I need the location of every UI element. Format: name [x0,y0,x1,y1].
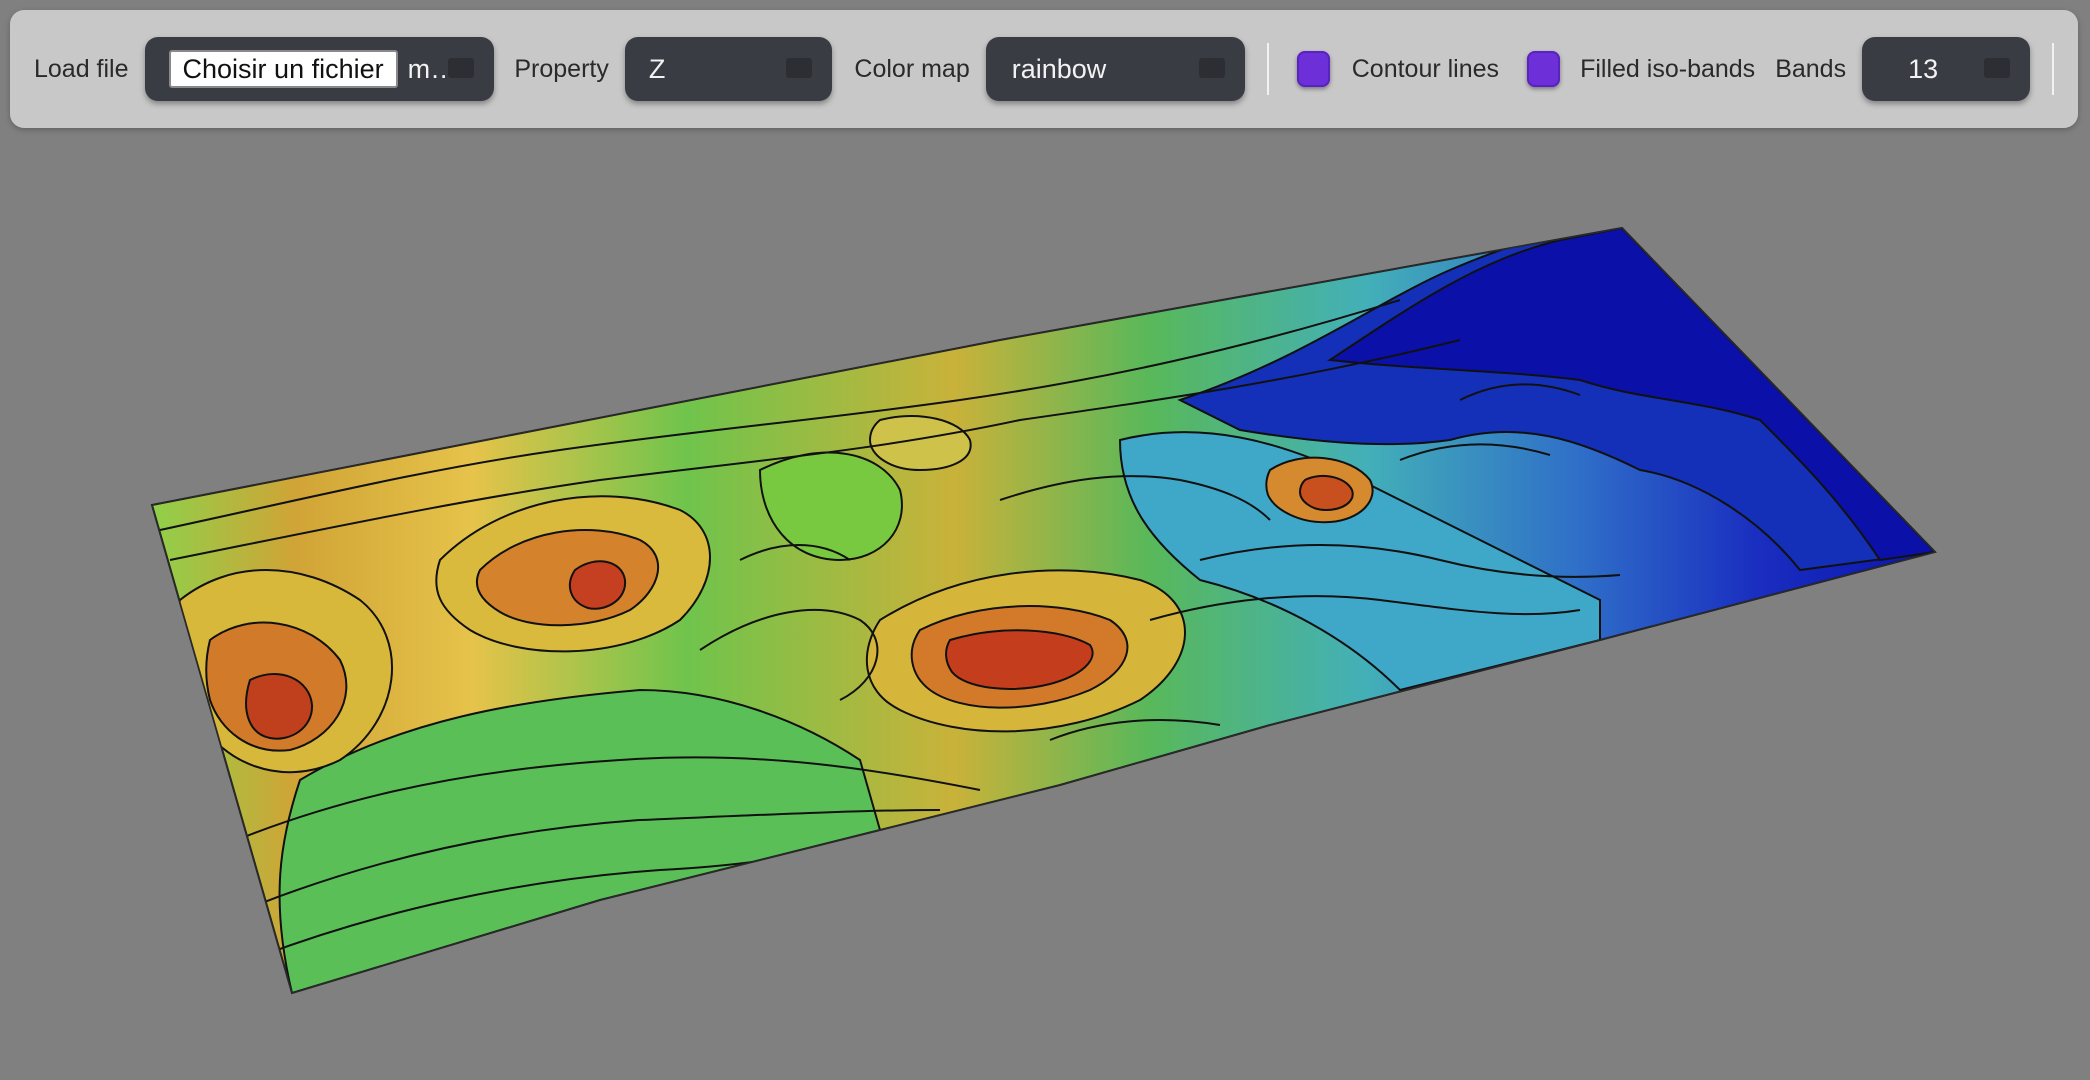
property-label: Property [514,54,609,83]
toolbar-separator [1266,43,1269,95]
band-cyan [1118,431,1601,692]
peak-center-red [945,629,1094,690]
band-lime [758,451,903,562]
file-input-handle-icon [448,58,475,78]
filled-isobands-checkbox[interactable] [1527,51,1561,87]
colormap-label: Color map [854,54,970,83]
property-value: Z [648,53,666,84]
contour-lines-checkbox[interactable] [1296,51,1330,87]
contour-lines [159,299,1621,961]
band-darkest-blue [1327,228,1935,562]
bands-label: Bands [1775,54,1847,83]
filled-isobands-label: Filled iso-bands [1580,54,1756,83]
bands-value: 13 [1908,53,1939,84]
band-deep-blue [1177,228,1935,572]
surface-outline [151,227,1937,994]
peak-right-red [1298,474,1354,512]
property-select[interactable]: Z [624,37,833,101]
colormap-select[interactable]: rainbow [985,37,1245,101]
contour-lines-label: Contour lines [1351,54,1500,83]
property-select-handle-icon [786,58,813,78]
band-green [278,688,882,993]
colormap-select-handle-icon [1198,58,1225,78]
bands-input-handle-icon [1984,58,2011,78]
toolbar: Load file Choisir un fichier m… Property… [10,10,2078,128]
peak-left-red [245,673,314,740]
toolbar-separator-end [2052,43,2054,95]
file-input[interactable]: Choisir un fichier m… [144,37,495,101]
hill-top-yellow [868,415,972,472]
colormap-value: rainbow [1011,53,1107,84]
choose-file-button[interactable]: Choisir un fichier [168,50,398,88]
bands-input[interactable]: 13 [1862,37,2031,101]
load-file-label: Load file [34,54,129,83]
peak-upper-red [568,560,627,610]
